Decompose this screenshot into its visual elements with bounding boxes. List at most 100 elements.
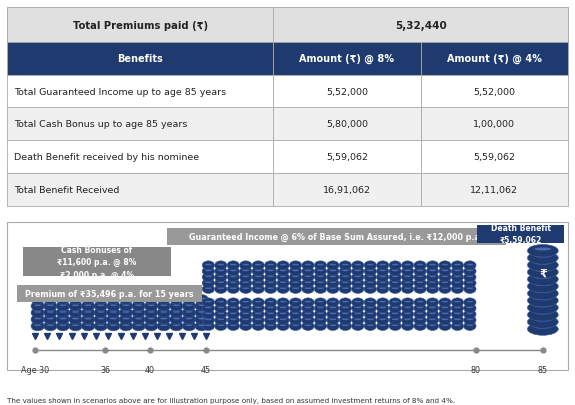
Ellipse shape: [426, 267, 439, 276]
Text: 40: 40: [145, 364, 155, 374]
Ellipse shape: [317, 307, 324, 309]
Ellipse shape: [94, 301, 108, 311]
Ellipse shape: [217, 313, 224, 315]
Ellipse shape: [214, 261, 227, 270]
Ellipse shape: [110, 318, 117, 320]
Ellipse shape: [401, 298, 414, 307]
Ellipse shape: [185, 305, 193, 306]
Ellipse shape: [242, 313, 249, 315]
Ellipse shape: [442, 270, 448, 272]
Ellipse shape: [329, 288, 336, 289]
Ellipse shape: [255, 270, 262, 272]
Ellipse shape: [404, 276, 411, 277]
Ellipse shape: [292, 282, 299, 284]
Ellipse shape: [342, 301, 349, 303]
Ellipse shape: [339, 322, 351, 330]
Ellipse shape: [404, 282, 411, 284]
Ellipse shape: [401, 310, 414, 319]
Ellipse shape: [305, 307, 312, 309]
Ellipse shape: [217, 301, 224, 303]
Ellipse shape: [69, 322, 82, 331]
Ellipse shape: [264, 261, 277, 270]
Bar: [274, 75, 420, 108]
Bar: [420, 173, 568, 206]
Ellipse shape: [255, 288, 262, 289]
Ellipse shape: [442, 282, 448, 284]
Ellipse shape: [364, 267, 377, 276]
Ellipse shape: [389, 261, 401, 270]
Ellipse shape: [354, 270, 361, 272]
Ellipse shape: [317, 319, 324, 320]
Ellipse shape: [305, 325, 312, 326]
Ellipse shape: [392, 313, 398, 315]
Ellipse shape: [364, 310, 377, 319]
Ellipse shape: [426, 279, 439, 288]
Bar: [167, 229, 507, 246]
Ellipse shape: [252, 279, 264, 288]
Ellipse shape: [94, 308, 108, 318]
Ellipse shape: [292, 301, 299, 303]
Ellipse shape: [230, 264, 237, 266]
Ellipse shape: [85, 298, 92, 300]
Ellipse shape: [205, 325, 212, 326]
Ellipse shape: [217, 270, 224, 272]
Bar: [22, 248, 171, 277]
Ellipse shape: [339, 304, 351, 313]
Ellipse shape: [97, 305, 105, 306]
Ellipse shape: [401, 316, 414, 325]
Ellipse shape: [240, 285, 252, 294]
Ellipse shape: [377, 267, 389, 276]
Ellipse shape: [329, 282, 336, 284]
Ellipse shape: [148, 305, 155, 306]
Ellipse shape: [339, 261, 351, 270]
Ellipse shape: [172, 298, 180, 300]
Ellipse shape: [534, 262, 551, 265]
Ellipse shape: [34, 305, 41, 306]
Ellipse shape: [401, 304, 414, 313]
Ellipse shape: [240, 322, 252, 330]
Ellipse shape: [279, 264, 286, 266]
Ellipse shape: [292, 276, 299, 277]
Ellipse shape: [339, 267, 351, 276]
Bar: [274, 173, 420, 206]
Ellipse shape: [135, 318, 143, 320]
Ellipse shape: [264, 267, 277, 276]
Ellipse shape: [451, 310, 463, 319]
Ellipse shape: [392, 325, 398, 326]
Ellipse shape: [148, 311, 155, 313]
Ellipse shape: [329, 270, 336, 272]
Ellipse shape: [305, 313, 312, 315]
Ellipse shape: [148, 324, 155, 326]
Ellipse shape: [389, 279, 401, 288]
Ellipse shape: [56, 295, 70, 305]
Ellipse shape: [195, 315, 208, 324]
Ellipse shape: [364, 285, 377, 294]
Ellipse shape: [31, 308, 44, 318]
Ellipse shape: [364, 316, 377, 325]
Ellipse shape: [277, 285, 289, 294]
Ellipse shape: [354, 288, 361, 289]
Ellipse shape: [377, 261, 389, 270]
Ellipse shape: [72, 298, 79, 300]
Ellipse shape: [329, 307, 336, 309]
Ellipse shape: [429, 313, 436, 315]
Ellipse shape: [82, 315, 95, 324]
Ellipse shape: [205, 319, 212, 320]
Ellipse shape: [292, 319, 299, 320]
Ellipse shape: [292, 307, 299, 309]
Ellipse shape: [439, 304, 451, 313]
Ellipse shape: [392, 288, 398, 289]
Ellipse shape: [289, 298, 302, 307]
Ellipse shape: [417, 313, 423, 315]
Ellipse shape: [354, 301, 361, 303]
Text: Total Premiums paid (₹): Total Premiums paid (₹): [72, 21, 208, 30]
Ellipse shape: [534, 248, 551, 251]
Ellipse shape: [182, 295, 196, 305]
Ellipse shape: [198, 324, 205, 326]
Ellipse shape: [466, 307, 473, 309]
Bar: [274, 108, 420, 141]
Ellipse shape: [242, 301, 249, 303]
Ellipse shape: [534, 326, 551, 329]
Ellipse shape: [417, 270, 423, 272]
Ellipse shape: [417, 282, 423, 284]
